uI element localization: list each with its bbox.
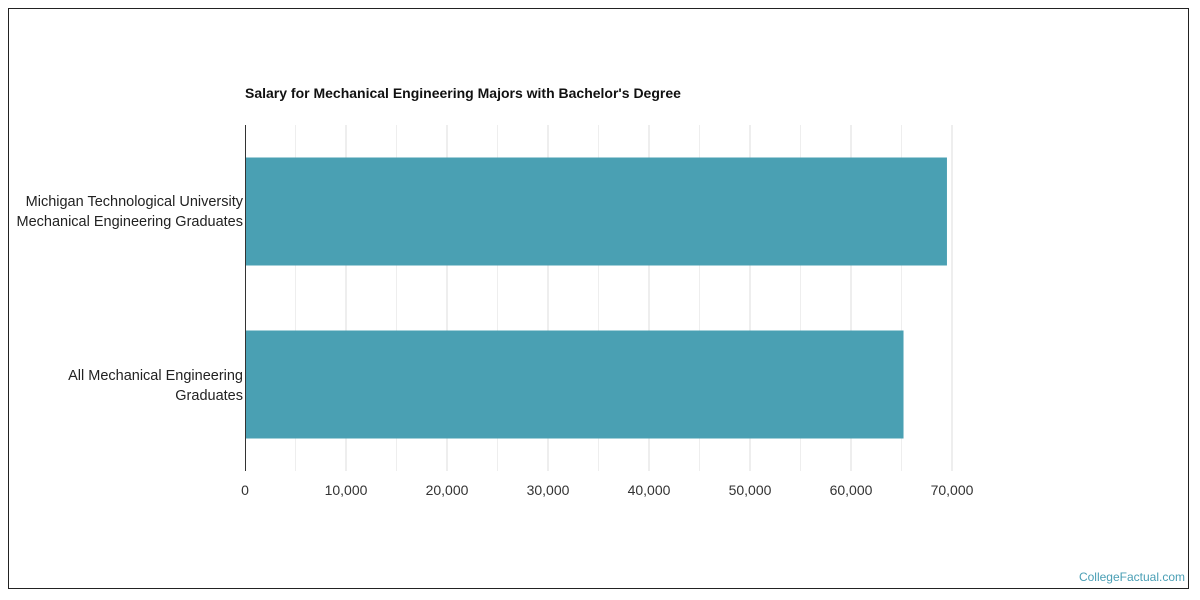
chart-title: Salary for Mechanical Engineering Majors… <box>245 85 681 101</box>
bar-0 <box>245 157 947 266</box>
category-label-line: Michigan Technological University <box>25 194 243 210</box>
chart-frame <box>8 8 1189 589</box>
category-label-line: Graduates <box>175 388 243 404</box>
category-label-line: Mechanical Engineering Graduates <box>16 214 244 230</box>
category-label-line: All Mechanical Engineering <box>68 368 243 384</box>
x-tick-labels: 0 10,000 20,000 30,000 40,000 50,000 60,000 70,… <box>241 482 974 498</box>
bars <box>245 157 947 439</box>
x-tick-label: 0 <box>241 482 249 498</box>
x-tick-label: 20,000 <box>426 482 469 498</box>
x-tick-label: 40,000 <box>628 482 671 498</box>
bar-1 <box>245 330 904 439</box>
x-tick-label: 70,000 <box>931 482 974 498</box>
category-label-michigan-tech: Michigan Technological University Mechan… <box>17 192 244 232</box>
x-tick-label: 10,000 <box>325 482 368 498</box>
x-tick-label: 60,000 <box>830 482 873 498</box>
collegefactual-watermark: CollegeFactual.com <box>1078 570 1185 584</box>
x-tick-label: 50,000 <box>729 482 772 498</box>
x-tick-label: 30,000 <box>527 482 570 498</box>
category-label-all-graduates: All Mechanical Engineering Graduates <box>68 366 243 406</box>
